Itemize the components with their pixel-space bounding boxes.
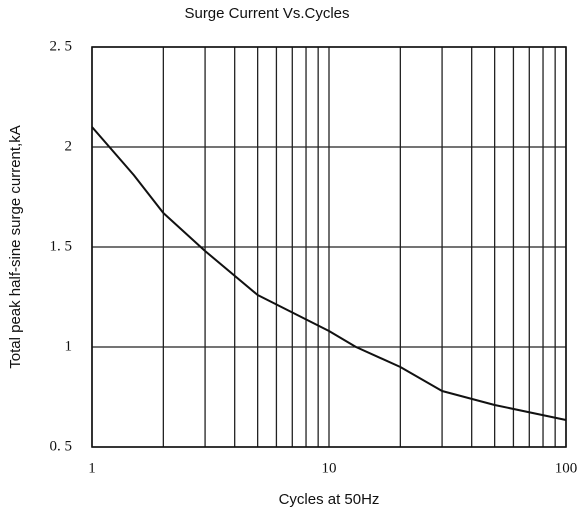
x-tick-label: 100 <box>555 460 578 476</box>
x-tick-label: 10 <box>322 460 337 476</box>
y-tick-label: 2. 5 <box>50 38 73 54</box>
y-tick-label: 1. 5 <box>50 238 73 254</box>
line-series <box>91 126 567 421</box>
y-tick-label: 1 <box>65 338 73 354</box>
x-axis-label: Cycles at 50Hz <box>279 491 380 508</box>
chart-title: Surge Current Vs.Cycles <box>184 5 349 22</box>
y-axis-label: Total peak half-sine surge current,kA <box>7 125 24 368</box>
y-tick-label: 2 <box>65 138 73 154</box>
y-tick-label: 0. 5 <box>50 438 73 454</box>
plot-frame <box>91 46 567 448</box>
x-tick-label: 1 <box>88 460 96 476</box>
